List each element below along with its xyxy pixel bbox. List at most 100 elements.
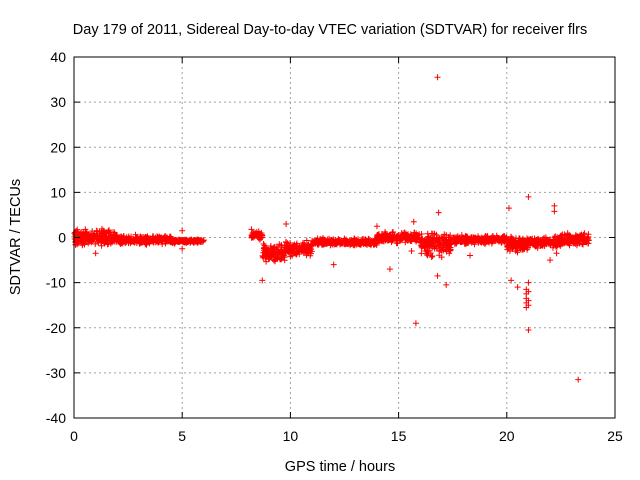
data-point <box>394 240 401 247</box>
data-point <box>547 257 554 264</box>
data-point <box>403 236 410 243</box>
data-point <box>424 251 431 258</box>
data-point <box>172 237 179 244</box>
data-point <box>293 248 300 255</box>
data-point <box>296 243 303 250</box>
data-point <box>433 231 440 238</box>
data-point <box>427 234 434 241</box>
data-point <box>489 237 496 244</box>
data-point <box>445 243 452 250</box>
data-point <box>451 241 458 248</box>
y-tick-label: -40 <box>46 410 66 426</box>
data-point <box>101 233 108 240</box>
data-point <box>551 202 558 209</box>
data-point <box>274 254 281 261</box>
data-point <box>179 245 186 252</box>
data-point <box>408 248 415 255</box>
data-point <box>305 247 312 254</box>
data-point <box>541 234 548 241</box>
data-point <box>508 277 515 284</box>
data-point <box>269 251 276 258</box>
data-point <box>345 238 352 245</box>
data-point <box>119 238 126 245</box>
data-point <box>475 234 482 241</box>
data-point <box>434 74 441 81</box>
data-point <box>438 254 445 261</box>
data-point <box>271 245 278 252</box>
data-point <box>424 243 431 250</box>
data-point <box>483 237 490 244</box>
data-point <box>334 239 341 246</box>
data-point <box>525 193 532 200</box>
x-tick-label: 0 <box>70 428 78 444</box>
data-point <box>390 228 397 235</box>
data-point <box>91 233 98 240</box>
data-point <box>428 240 435 247</box>
data-point <box>570 237 577 244</box>
x-tick-label: 15 <box>391 428 407 444</box>
data-point <box>161 234 168 241</box>
data-point <box>444 239 451 246</box>
data-point <box>337 239 344 246</box>
data-point <box>410 218 417 225</box>
data-point <box>132 235 139 242</box>
data-point <box>467 234 474 241</box>
data-point <box>463 240 470 247</box>
x-axis-label: GPS time / hours <box>285 459 395 475</box>
data-point <box>433 237 440 244</box>
data-point <box>399 231 406 238</box>
data-point <box>405 233 412 240</box>
data-point <box>293 242 300 249</box>
data-point <box>582 238 589 245</box>
y-tick-label: -30 <box>46 365 66 381</box>
data-point <box>383 234 390 241</box>
data-point <box>525 279 532 286</box>
data-point <box>499 235 506 242</box>
data-point <box>562 239 569 246</box>
data-point <box>259 277 266 284</box>
data-point <box>341 235 348 242</box>
data-point <box>369 239 376 246</box>
data-point <box>585 231 592 238</box>
data-point <box>467 252 474 259</box>
data-point <box>283 220 290 227</box>
data-point <box>381 236 388 243</box>
data-point <box>418 250 425 257</box>
data-point <box>307 252 314 259</box>
data-point <box>79 237 86 244</box>
y-tick-label: -10 <box>46 275 66 291</box>
data-point <box>424 236 431 243</box>
data-point <box>558 237 565 244</box>
data-point <box>429 230 436 237</box>
x-tick-label: 10 <box>283 428 299 444</box>
data-point <box>100 239 107 246</box>
data-point <box>418 231 425 238</box>
data-point <box>412 320 419 327</box>
y-tick-label: 0 <box>58 230 66 246</box>
data-point <box>435 209 442 216</box>
data-point <box>428 254 435 261</box>
data-point <box>94 228 101 235</box>
data-point <box>98 225 105 232</box>
data-point <box>375 231 382 238</box>
data-point <box>79 232 86 239</box>
data-point <box>398 230 405 237</box>
data-point <box>267 242 274 249</box>
data-point <box>151 236 158 243</box>
data-point <box>130 236 137 243</box>
data-point <box>575 376 582 383</box>
data-point <box>248 226 255 233</box>
data-points <box>71 74 592 383</box>
data-point <box>264 246 271 253</box>
data-point <box>108 233 115 240</box>
data-point <box>304 243 311 250</box>
data-point <box>429 252 436 259</box>
data-point <box>262 250 269 257</box>
y-tick-label: -20 <box>46 320 66 336</box>
data-point <box>496 236 503 243</box>
data-point <box>542 238 549 245</box>
data-point <box>536 240 543 247</box>
data-point <box>320 239 327 246</box>
data-point <box>457 236 464 243</box>
data-point <box>558 232 565 239</box>
